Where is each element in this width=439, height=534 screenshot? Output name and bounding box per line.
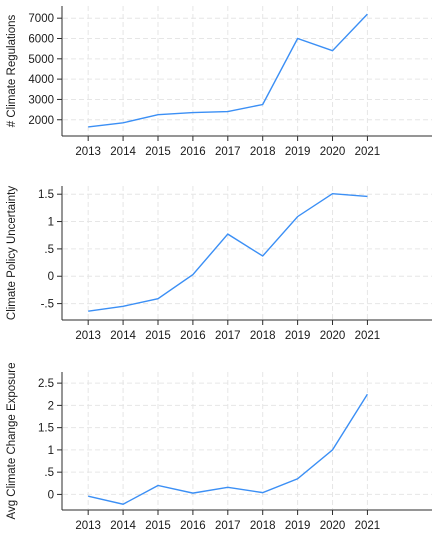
x-tick-label: 2015: [145, 330, 171, 342]
x-tick-label: 2021: [355, 520, 381, 532]
data-point: [87, 495, 90, 498]
data-point: [191, 111, 194, 114]
x-tick-label: 2018: [250, 146, 276, 158]
data-point: [156, 297, 159, 300]
data-point: [191, 492, 194, 495]
y-tick-label: 0: [48, 271, 54, 283]
x-tick-label: 2019: [285, 330, 311, 342]
y-tick-label: 1.5: [38, 423, 54, 435]
y-axis-title: # Climate Regulations: [6, 15, 18, 128]
x-tick-label: 2018: [250, 330, 276, 342]
x-tick-label: 2019: [285, 146, 311, 158]
x-tick-label: 2015: [145, 146, 171, 158]
y-tick-label: 2.5: [38, 378, 54, 390]
y-tick-label: -.5: [41, 299, 54, 311]
x-tick-label: 2016: [180, 146, 206, 158]
x-tick-label: 2016: [180, 520, 206, 532]
data-point: [366, 195, 369, 198]
y-tick-label: 0: [48, 489, 54, 501]
data-point: [87, 125, 90, 128]
series-line: [88, 192, 368, 312]
x-tick-label: 2017: [215, 520, 241, 532]
data-point: [261, 255, 264, 258]
y-tick-label: .5: [44, 244, 54, 256]
data-point: [366, 13, 369, 16]
data-point: [261, 491, 264, 494]
data-point: [226, 233, 229, 236]
data-point: [226, 486, 229, 489]
data-point: [296, 477, 299, 480]
y-tick-label: .5: [44, 467, 54, 479]
data-point: [366, 393, 369, 396]
data-point: [261, 103, 264, 106]
x-tick-label: 2020: [320, 146, 346, 158]
data-point: [122, 503, 125, 506]
chart-panel-1: 2000 3000 4000 5000 6000 7000 2013 2014 2015 2016…: [6, 6, 432, 158]
data-point: [226, 110, 229, 113]
x-tick-label: 2013: [75, 520, 101, 532]
data-point: [331, 49, 334, 52]
chart-panel-2: -.5 0 .5 1 1.5 2013 2014 2015 2016 2017 2018 2019 20…: [6, 186, 432, 342]
data-point: [296, 215, 299, 218]
y-tick-label: 1: [48, 445, 54, 457]
data-point: [191, 273, 194, 276]
data-point: [331, 448, 334, 451]
x-tick-label: 2021: [355, 146, 381, 158]
y-tick-label: 1.5: [38, 189, 54, 201]
x-tick-label: 2018: [250, 520, 276, 532]
x-tick-label: 2019: [285, 520, 311, 532]
x-tick-label: 2014: [110, 520, 136, 532]
y-tick-label: 2: [48, 400, 54, 412]
data-point: [296, 37, 299, 40]
y-tick-label: 4000: [28, 74, 54, 86]
x-tick-label: 2020: [320, 330, 346, 342]
x-tick-label: 2020: [320, 520, 346, 532]
y-axis-title: Climate Policy Uncertainty: [6, 186, 18, 320]
y-tick-label: 3000: [28, 94, 54, 106]
x-tick-label: 2017: [215, 330, 241, 342]
series-line: [88, 393, 368, 505]
data-point: [87, 310, 90, 313]
chart-panel-3: 0 .5 1 1.5 2 2.5 2013 2014 2015 2016 2017 2018 2019 2…: [6, 362, 432, 532]
y-tick-label: 5000: [28, 54, 54, 66]
x-tick-label: 2013: [75, 146, 101, 158]
series-line: [88, 13, 368, 128]
x-tick-label: 2015: [145, 520, 171, 532]
x-tick-label: 2017: [215, 146, 241, 158]
y-tick-label: 7000: [28, 13, 54, 25]
data-point: [156, 484, 159, 487]
x-tick-label: 2014: [110, 146, 136, 158]
x-tick-label: 2021: [355, 330, 381, 342]
y-tick-label: 1: [48, 217, 54, 229]
data-point: [122, 121, 125, 124]
data-point: [331, 192, 334, 195]
x-tick-label: 2013: [75, 330, 101, 342]
data-point: [156, 113, 159, 116]
y-tick-label: 6000: [28, 34, 54, 46]
data-point: [122, 305, 125, 308]
y-tick-label: 2000: [28, 115, 54, 127]
y-axis-title: Avg Climate Change Exposure: [6, 362, 18, 519]
x-tick-label: 2016: [180, 330, 206, 342]
x-tick-label: 2014: [110, 330, 136, 342]
